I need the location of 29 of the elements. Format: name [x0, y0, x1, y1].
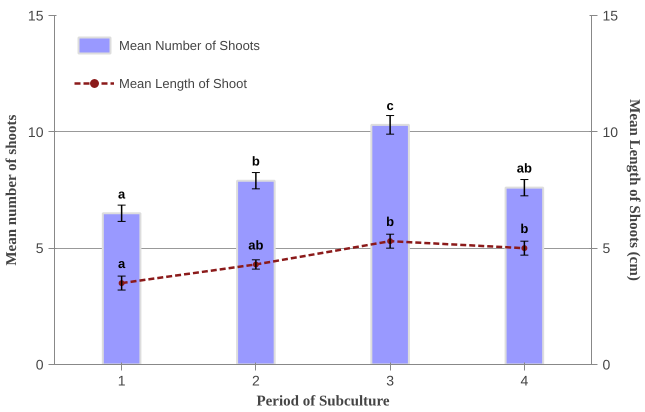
y2-tick-label: 10 [602, 124, 618, 140]
x-tick-label: 1 [118, 372, 126, 388]
y-tick-label: 15 [28, 8, 44, 24]
y2-tick-label: 15 [602, 8, 618, 24]
bar [504, 186, 544, 364]
x-tick-label: 4 [520, 372, 528, 388]
y-axis-title: Mean number of shoots [4, 114, 20, 266]
y2-axis-title: Mean Length of Shoots (cm) [626, 99, 642, 281]
x-axis-title: Period of Subculture [256, 394, 390, 410]
legend-label: Mean Number of Shoots [119, 38, 260, 52]
bar [102, 212, 142, 364]
x-tick-label: 2 [252, 372, 260, 388]
annotation: b [252, 154, 260, 169]
annotation: b [386, 214, 394, 230]
y2-tick-label: 0 [602, 356, 610, 372]
annotation: ab [248, 237, 264, 252]
x-tick-label: 3 [386, 372, 394, 388]
annotation: c [386, 98, 394, 113]
annotation: b [520, 221, 528, 236]
bar [236, 180, 276, 364]
y-tick-label: 0 [36, 356, 44, 372]
annotation: a [118, 186, 126, 202]
annotation: a [118, 256, 126, 272]
y2-tick-label: 5 [602, 240, 610, 256]
y-tick-label: 5 [36, 240, 44, 256]
legend-label: Mean Length of Shoot [119, 76, 247, 90]
annotation: ab [516, 160, 532, 176]
bar [370, 124, 410, 364]
y-tick-label: 10 [28, 124, 44, 140]
